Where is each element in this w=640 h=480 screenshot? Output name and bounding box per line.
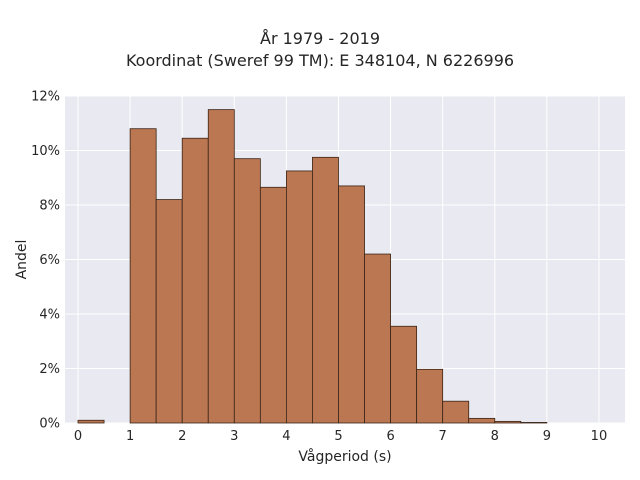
x-tick-label: 6 (386, 429, 394, 444)
x-tick-label: 8 (491, 429, 499, 444)
histogram-bar (416, 368, 444, 424)
histogram-bar (181, 137, 209, 424)
bars (77, 109, 548, 424)
x-tick-label: 0 (74, 429, 82, 444)
x-tick-label: 1 (126, 429, 134, 444)
histogram-bar (312, 156, 339, 424)
y-tick-label: 12% (31, 90, 60, 105)
histogram-bar (390, 325, 418, 424)
histogram-bar (494, 420, 522, 424)
y-tick-label: 0% (39, 417, 60, 432)
y-tick-label: 10% (31, 144, 60, 159)
histogram-bar (520, 422, 548, 424)
x-tick-label: 9 (543, 429, 551, 444)
histogram-bar (207, 109, 235, 424)
y-tick-label: 8% (39, 199, 60, 214)
histogram-bar (129, 128, 157, 424)
x-tick-label: 4 (282, 429, 290, 444)
y-tick-label: 2% (39, 362, 60, 377)
chart-subtitle: Koordinat (Sweref 99 TM): E 348104, N 62… (125, 51, 515, 70)
histogram-bar (364, 253, 391, 424)
histogram-bar (468, 417, 496, 424)
y-tick-label: 4% (39, 308, 60, 323)
y-tick-label: 6% (39, 253, 60, 268)
y-axis-ticks: 0% 2% 4% 6% 8% 10% 12% (31, 90, 60, 432)
histogram-bar (285, 170, 313, 424)
x-tick-label: 2 (178, 429, 186, 444)
histogram-bar (338, 185, 365, 424)
histogram-bar (259, 186, 287, 424)
x-tick-label: 5 (334, 429, 342, 444)
x-axis-label: Vågperiod (s) (298, 448, 391, 465)
x-tick-label: 10 (591, 429, 608, 444)
histogram-bar (155, 199, 183, 424)
chart-title: År 1979 - 2019 (260, 29, 380, 48)
x-tick-label: 3 (230, 429, 238, 444)
x-axis-ticks: 0 1 2 3 4 5 6 7 8 9 10 (74, 429, 607, 444)
histogram-bar (442, 400, 470, 424)
histogram-bar (233, 158, 261, 424)
y-axis-label: Andel (14, 240, 30, 280)
histogram-bar (77, 419, 105, 424)
x-tick-label: 7 (439, 429, 447, 444)
